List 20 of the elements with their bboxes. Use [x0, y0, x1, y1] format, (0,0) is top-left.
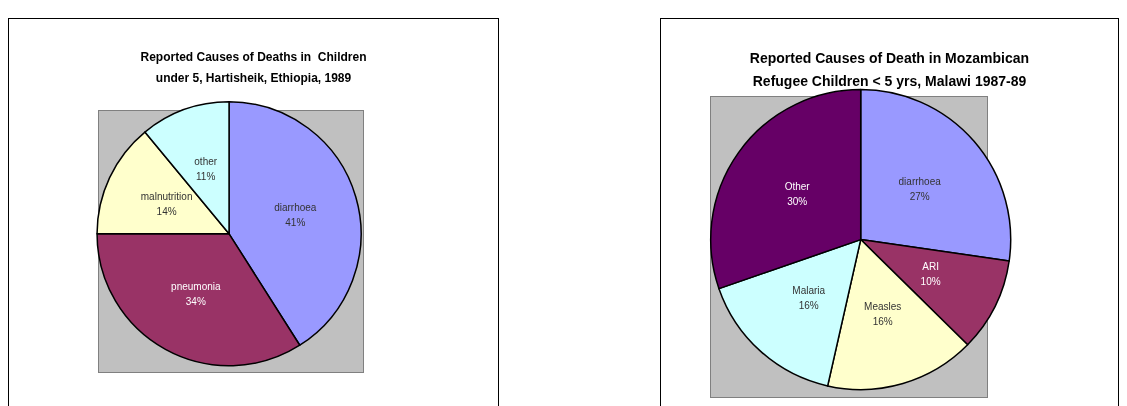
slice-label: diarrhoea	[898, 175, 942, 187]
data-label: 27%	[909, 190, 930, 202]
data-label: 10%	[920, 276, 941, 288]
slice-label: malnutrition	[140, 191, 193, 203]
slice-label: ARI	[922, 261, 939, 273]
slice-label: pneumonia	[171, 281, 221, 293]
slice-label: other	[194, 155, 218, 167]
data-label: 16%	[872, 316, 893, 328]
slice-label: Malaria	[792, 284, 826, 296]
slice-label: Measles	[864, 301, 902, 313]
chart-title: Reported Causes of Death in Mozambican Refugee Children < 5 yrs, Malawi 1987-89	[749, 49, 1030, 89]
slice-label: diarrhoea	[274, 201, 317, 213]
data-label: 34%	[185, 296, 206, 308]
data-label: 41%	[285, 216, 306, 228]
data-label: 30%	[787, 196, 808, 208]
slice-label: Other	[784, 181, 811, 193]
data-label: 14%	[156, 206, 177, 218]
data-label: 16%	[798, 299, 819, 311]
chart-title: Reported Causes of Deaths in Children under 5, Hartisheik, Ethiopia, 1989	[140, 49, 367, 85]
data-label: 11%	[196, 170, 216, 182]
